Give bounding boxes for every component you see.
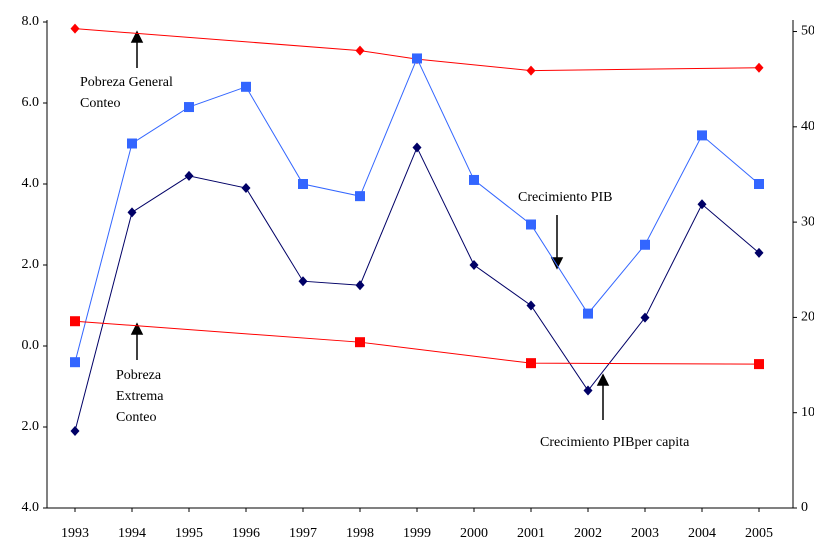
point — [526, 358, 536, 369]
x-tick-label: 1995 — [175, 526, 203, 541]
y-tick-label: 2.0 — [22, 419, 40, 434]
annotation: Conteo — [80, 96, 120, 111]
y-tick-label: 4.0 — [22, 176, 40, 191]
x-tick-label: 1999 — [403, 526, 431, 541]
x-tick-label: 2005 — [745, 526, 773, 541]
point — [355, 337, 365, 348]
point — [583, 308, 593, 319]
point — [754, 62, 764, 73]
point — [469, 174, 479, 185]
point — [298, 179, 308, 189]
y-tick-label: 4.0 — [22, 500, 40, 515]
point — [754, 247, 764, 258]
annotation: Conteo — [116, 410, 156, 425]
point — [640, 239, 650, 250]
annotation: Crecimiento PIBper capita — [540, 435, 690, 450]
annotation: Crecimiento PIB — [518, 190, 613, 205]
y2-tick-label: 30 — [801, 214, 814, 229]
arrow-head — [130, 30, 144, 43]
arrow-head — [596, 373, 610, 386]
x-tick-label: 2000 — [460, 526, 488, 541]
x-tick-label: 2004 — [688, 526, 716, 541]
annotation: Extrema — [116, 389, 164, 404]
y2-tick-label: 10 — [801, 405, 814, 420]
y2-tick-label: 0 — [801, 500, 808, 515]
arrows — [130, 30, 610, 420]
point — [697, 199, 707, 210]
point — [754, 359, 764, 370]
point — [70, 357, 80, 368]
point — [127, 138, 137, 149]
x-tick-label: 1998 — [346, 526, 374, 541]
point — [70, 23, 80, 34]
point — [526, 65, 536, 76]
point — [697, 130, 707, 141]
point — [127, 207, 137, 218]
point — [526, 300, 536, 311]
point — [583, 385, 593, 396]
y-tick-label: 0.0 — [22, 338, 40, 353]
point — [469, 260, 479, 270]
x-tick-label: 1993 — [61, 526, 89, 541]
annotation: Pobreza General — [80, 75, 173, 90]
annotation: Pobreza — [116, 368, 162, 383]
point — [184, 102, 194, 113]
point — [241, 81, 251, 92]
point — [526, 219, 536, 230]
x-tick-label: 2002 — [574, 526, 602, 541]
series-line — [74, 28, 760, 72]
point — [241, 183, 251, 194]
x-tick-label: 1996 — [232, 526, 260, 541]
point — [70, 316, 80, 327]
y2-tick-label: 40 — [801, 119, 814, 134]
y-tick-label: 8.0 — [22, 14, 40, 29]
point — [184, 170, 194, 181]
point — [355, 191, 365, 202]
x-tick-label: 2001 — [517, 526, 545, 541]
arrow-head — [130, 322, 144, 335]
series-line — [74, 146, 760, 432]
y-tick-label: 6.0 — [22, 95, 40, 110]
point — [754, 179, 764, 189]
y-tick-label: 2.0 — [22, 257, 40, 272]
point — [355, 280, 365, 291]
point — [70, 426, 80, 437]
point — [412, 142, 422, 153]
x-tick-label: 1994 — [118, 526, 146, 541]
y2-tick-label: 20 — [801, 310, 814, 325]
point — [355, 45, 365, 56]
series-line — [74, 320, 760, 365]
series-line — [74, 57, 760, 363]
point — [640, 312, 650, 323]
x-tick-label: 2003 — [631, 526, 659, 541]
point — [412, 53, 422, 64]
x-tick-label: 1997 — [289, 526, 317, 541]
point — [298, 276, 308, 287]
y2-tick-label: 50 — [801, 24, 814, 39]
